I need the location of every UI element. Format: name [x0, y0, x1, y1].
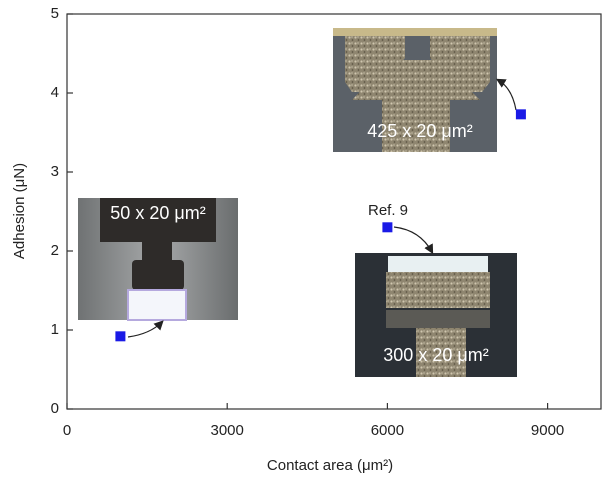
chart: 425 x 20 μm² 50 x 20 μm² 300 x 20 μm² Re…	[0, 0, 605, 481]
y-tick-label: 1	[51, 321, 59, 338]
arrow	[394, 227, 432, 252]
x-tick-label: 9000	[531, 422, 564, 439]
y-axis-label: Adhesion (μN)	[11, 163, 28, 259]
inset-label: 425 x 20 μm²	[367, 121, 472, 141]
y-tick-label: 2	[51, 242, 59, 259]
x-axis-label: Contact area (μm²)	[267, 457, 393, 474]
x-tick-label: 6000	[371, 422, 404, 439]
y-tick-label: 5	[51, 5, 59, 22]
inset-label: 300 x 20 μm²	[383, 345, 488, 365]
inset-425: 425 x 20 μm²	[333, 28, 497, 152]
x-tick-label: 3000	[211, 422, 244, 439]
inset-label: 50 x 20 μm²	[110, 203, 205, 223]
point	[382, 222, 392, 232]
inset-50: 50 x 20 μm²	[78, 198, 238, 320]
annotation: Ref. 9	[368, 202, 408, 219]
inset-300: 300 x 20 μm²	[355, 253, 517, 377]
y-tick-label: 4	[51, 84, 59, 101]
y-tick-label: 3	[51, 163, 59, 180]
y-tick-label: 0	[51, 400, 59, 417]
point	[516, 109, 526, 119]
point	[115, 331, 125, 341]
x-tick-label: 0	[63, 422, 71, 439]
arrow	[498, 80, 516, 110]
arrow	[128, 322, 162, 337]
